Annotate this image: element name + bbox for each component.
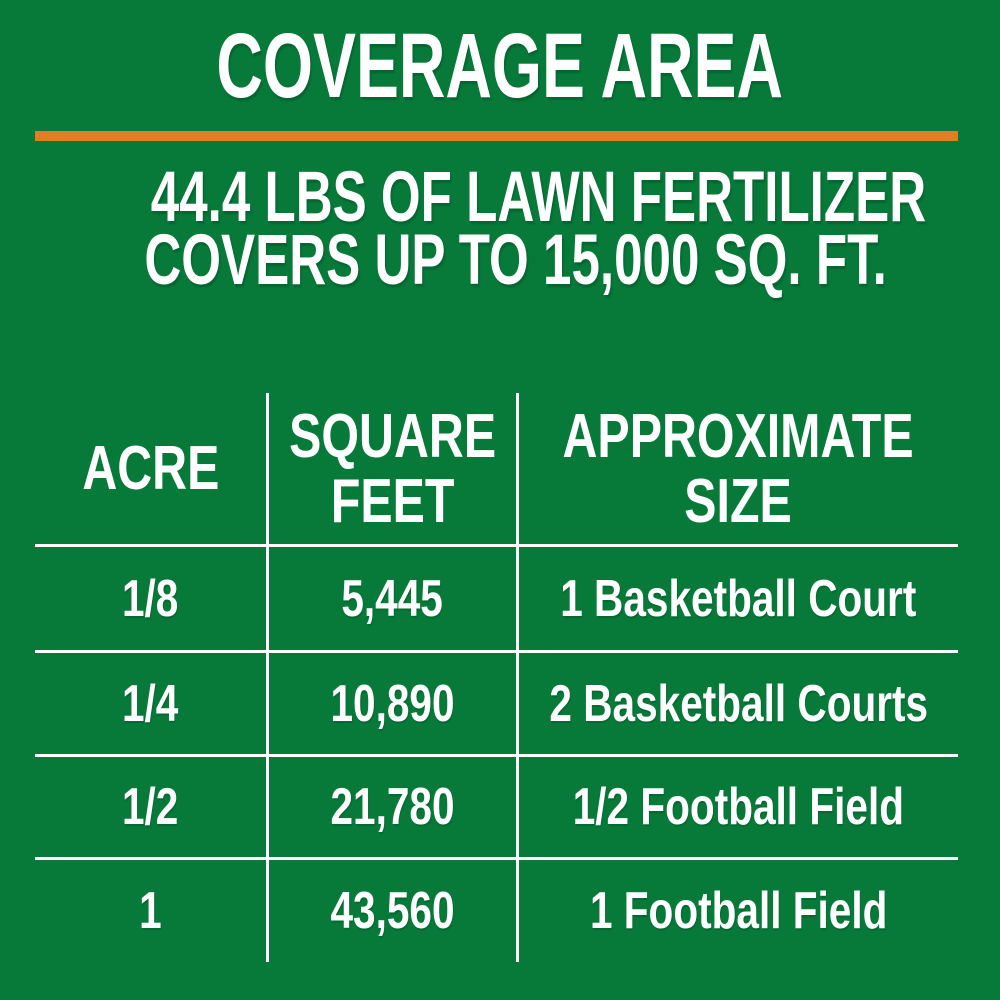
row-3-approximate-size-value: 1/2 Football Field bbox=[572, 778, 905, 836]
header-acre-label: ACRE bbox=[81, 434, 220, 503]
row-1-acre-value: 1/8 bbox=[122, 569, 179, 628]
row-3-acre-value: 1/2 bbox=[122, 778, 179, 836]
column-header-acre: ACRE bbox=[35, 393, 266, 547]
row-1-square-feet-value: 5,445 bbox=[341, 569, 444, 628]
table-row-1-acre: 1/8 bbox=[35, 547, 266, 653]
table-row-4-acre: 1 bbox=[35, 860, 266, 962]
table-row-2-acre: 1/4 bbox=[35, 653, 266, 757]
row-2-square-feet-value: 10,890 bbox=[330, 674, 455, 733]
row-3-square-feet-value: 21,780 bbox=[330, 778, 455, 836]
table-row-3-acre: 1/2 bbox=[35, 757, 266, 860]
subtitle-line-2-text: COVERS UP TO 15,000 SQ. FT. bbox=[144, 221, 887, 300]
subtitle-line-1-text: 44.4 LBS OF LAWN FERTILIZER bbox=[150, 158, 927, 237]
page-title-text: COVERAGE AREA bbox=[216, 15, 784, 117]
header-approximate-size-line1: APPROXIMATE bbox=[562, 401, 915, 471]
row-4-acre-value: 1 bbox=[139, 882, 162, 940]
table-row-2-square-feet: 10,890 bbox=[266, 653, 516, 757]
table-row-1-approximate-size: 1 Basketball Court bbox=[516, 547, 958, 653]
table-row-4-approximate-size: 1 Football Field bbox=[516, 860, 958, 962]
row-1-approximate-size-value: 1 Basketball Court bbox=[560, 569, 917, 628]
row-2-approximate-size-value: 2 Basketball Courts bbox=[549, 674, 928, 733]
header-square-feet-line1: SQUARE bbox=[289, 401, 496, 471]
table-row-3-square-feet: 21,780 bbox=[266, 757, 516, 860]
column-header-square-feet: SQUARE FEET bbox=[266, 393, 516, 547]
orange-divider-rule bbox=[35, 131, 958, 141]
table-row-2-approximate-size: 2 Basketball Courts bbox=[516, 653, 958, 757]
coverage-table: ACRE SQUARE FEET APPROXIMATE SIZE 1/8 5,… bbox=[35, 393, 958, 962]
subtitle-line-1: 44.4 LBS OF LAWN FERTILIZER bbox=[0, 162, 1000, 233]
row-4-square-feet-value: 43,560 bbox=[330, 882, 455, 940]
table-row-3-approximate-size: 1/2 Football Field bbox=[516, 757, 958, 860]
row-2-acre-value: 1/4 bbox=[122, 674, 179, 733]
column-header-approximate-size: APPROXIMATE SIZE bbox=[516, 393, 958, 547]
header-square-feet-line2: FEET bbox=[330, 466, 455, 536]
subtitle-line-2: COVERS UP TO 15,000 SQ. FT. bbox=[0, 225, 1000, 296]
header-approximate-size-line2: SIZE bbox=[684, 466, 793, 536]
table-row-4-square-feet: 43,560 bbox=[266, 860, 516, 962]
page-title: COVERAGE AREA bbox=[0, 20, 1000, 112]
table-row-1-square-feet: 5,445 bbox=[266, 547, 516, 653]
row-4-approximate-size-value: 1 Football Field bbox=[589, 882, 888, 940]
